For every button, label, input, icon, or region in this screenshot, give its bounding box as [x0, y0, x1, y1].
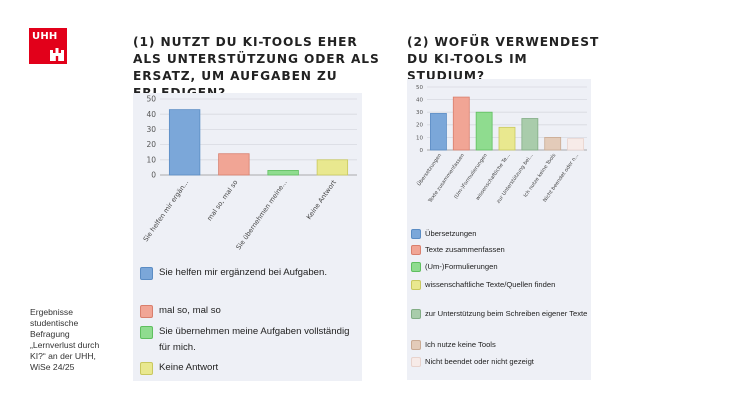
chart1-category-label: Keine Antwort [305, 178, 338, 221]
legend-swatch [140, 326, 153, 339]
legend-label: Sie übernehmen meine Aufgaben vollständi… [159, 326, 350, 353]
chart1-ytick-label: 20 [146, 140, 156, 149]
legend-swatch [411, 340, 421, 350]
chart2-bar[interactable] [544, 137, 562, 151]
legend-label: Nicht beendet oder nicht gezeigt [425, 357, 534, 366]
uhh-logo: UHH [29, 28, 67, 64]
chart2-ytick-label: 10 [416, 135, 423, 141]
chart2-bar[interactable] [498, 126, 516, 151]
chart1-ytick-label: 30 [146, 125, 156, 134]
legend-label: Texte zusammenfassen [425, 245, 505, 254]
legend-label: mal so, mal so [159, 305, 221, 316]
legend-swatch [140, 305, 153, 318]
legend-label: (Um-)Formulierungen [425, 262, 498, 271]
chart2-ytick-label: 30 [416, 110, 423, 116]
chart2-title: (2) Wofür verwendest du KI-Tools im Stud… [407, 35, 600, 83]
chart1-ytick-label: 50 [146, 95, 156, 104]
legend-swatch [411, 357, 421, 367]
legend-swatch [411, 245, 421, 255]
legend-swatch [411, 229, 421, 239]
chart1-category-label: Sie übernehmen meine... [234, 179, 288, 252]
chart1-ytick-label: 0 [151, 171, 156, 180]
chart1-bar[interactable] [218, 153, 250, 176]
chart2-bar[interactable] [475, 111, 493, 151]
legend-label: Keine Antwort [159, 362, 219, 373]
legend-label: Übersetzungen [425, 229, 477, 238]
legend-label: Ich nutze keine Tools [425, 340, 496, 349]
chart1-title: (1) Nutzt du KI-Tools eher als Unterstüt… [133, 35, 380, 100]
chart2-ytick-label: 0 [420, 148, 424, 154]
legend-swatch [411, 262, 421, 272]
legend-swatch [140, 362, 153, 375]
logo-text: UHH [32, 31, 58, 42]
legend-label: Sie helfen mir ergänzend bei Aufgaben. [159, 267, 328, 278]
chart2-bar[interactable] [521, 118, 539, 151]
chart2-bar[interactable] [452, 96, 470, 151]
legend-label: wissenschaftliche Texte/Quellen finden [425, 280, 556, 289]
chart2-bar[interactable] [430, 113, 447, 151]
chart1-category-label: mal so, mal so [205, 179, 239, 223]
chart1-bar[interactable] [168, 109, 201, 176]
chart1-bar[interactable] [316, 159, 349, 176]
chart2-ytick-label: 50 [416, 85, 423, 91]
chart2-ytick-label: 40 [416, 98, 423, 104]
hamburg-castle-icon [50, 48, 64, 61]
chart1-bar[interactable] [267, 170, 299, 176]
chart1-ytick-label: 40 [146, 110, 156, 119]
chart1-category-label: Sie helfen mir ergän... [142, 179, 191, 244]
chart1-ytick-label: 10 [146, 155, 156, 164]
chart2-ytick-label: 20 [416, 123, 423, 129]
survey-note: Ergebnisse studentische Befragung „Lernv… [30, 307, 100, 372]
legend-swatch [411, 309, 421, 319]
chart2-bar[interactable] [567, 138, 584, 151]
chart2-category-label: Übersetzungen [416, 152, 444, 187]
legend-swatch [140, 267, 153, 280]
legend-swatch [411, 280, 421, 290]
legend-label: zur Unterstützung beim Schreiben eigener… [425, 309, 588, 318]
chart1-svg: 0 10 20 30 40 50 Sie helfen mir ergän... mal so… [142, 95, 357, 252]
